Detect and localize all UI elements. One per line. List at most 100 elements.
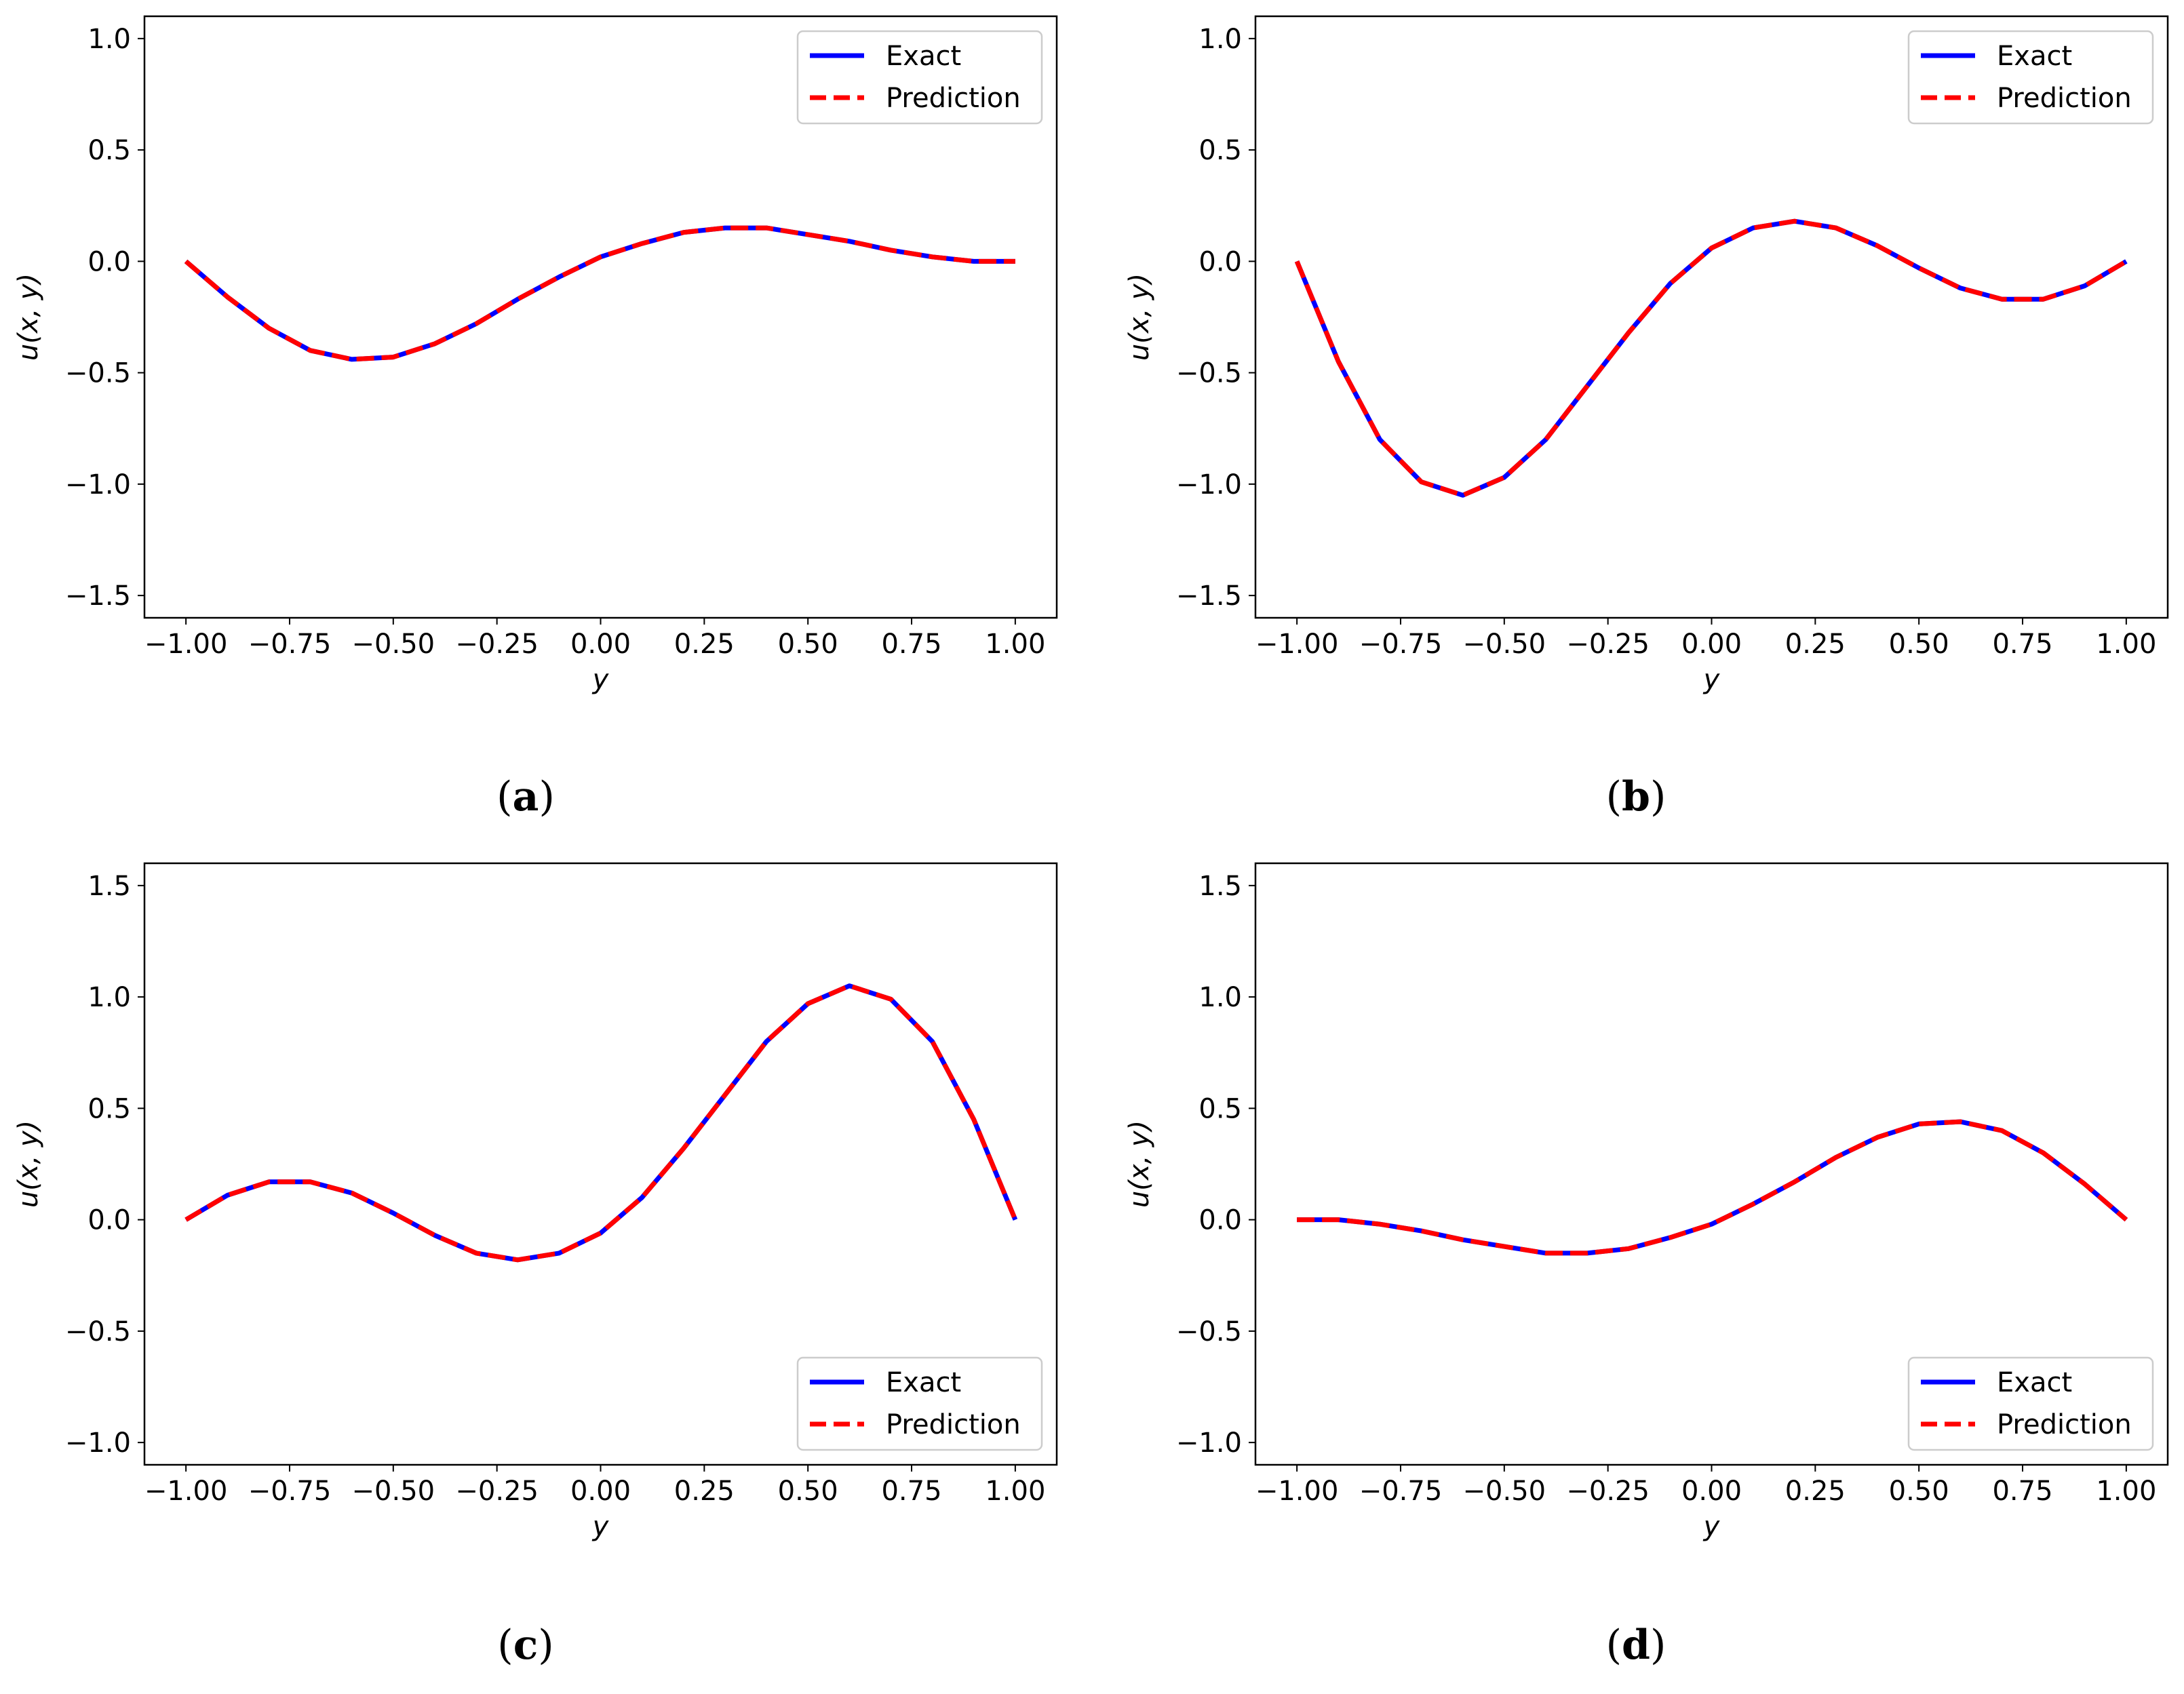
y-tick-label: −1.0 bbox=[1176, 469, 1242, 500]
y-tick-label: 0.5 bbox=[1198, 135, 1242, 166]
x-tick-label: 0.25 bbox=[674, 1476, 735, 1507]
x-tick-label: −1.00 bbox=[144, 629, 228, 660]
x-tick-label: −0.50 bbox=[352, 1476, 435, 1507]
x-tick-label: 0.25 bbox=[674, 629, 735, 660]
x-tick-label: −0.50 bbox=[1463, 629, 1546, 660]
x-tick-label: −1.00 bbox=[144, 1476, 228, 1507]
y-tick-label: 0.0 bbox=[87, 246, 131, 277]
x-tick-label: −0.25 bbox=[455, 1476, 539, 1507]
plot-frame bbox=[1254, 15, 2169, 619]
plot-frame bbox=[143, 862, 1058, 1466]
x-tick-label: 0.50 bbox=[1889, 629, 1949, 660]
chart-panel-b: −1.00 −0.75 −0.50 −0.25 0.00 0.25 0.50 0.75 1.00… bbox=[1124, 15, 2169, 821]
chart-panel-d: −1.00 −0.75 −0.50 −0.25 0.00 0.25 0.50 0.75 1.00… bbox=[1124, 862, 2169, 1669]
legend-label-exact: Exact bbox=[1997, 1367, 2072, 1398]
x-tick-label: −0.25 bbox=[1566, 629, 1650, 660]
x-tick-label: 0.75 bbox=[1992, 1476, 2052, 1507]
legend-label-prediction: Prediction bbox=[1997, 1409, 2132, 1440]
x-tick-label: −0.75 bbox=[248, 629, 332, 660]
x-tick-label: 0.00 bbox=[1681, 1476, 1742, 1507]
x-tick-label: 0.00 bbox=[570, 1476, 631, 1507]
x-tick-label: −0.50 bbox=[352, 629, 435, 660]
y-tick-label: 1.5 bbox=[1198, 871, 1242, 902]
x-tick-label: −0.25 bbox=[1566, 1476, 1650, 1507]
x-tick-label: 1.00 bbox=[2096, 1476, 2156, 1507]
x-tick-label: 0.50 bbox=[778, 629, 838, 660]
x-tick-label: −0.75 bbox=[1359, 629, 1443, 660]
legend: Exact Prediction bbox=[796, 30, 1043, 125]
x-tick-label: 0.75 bbox=[881, 629, 941, 660]
y-tick-label: −1.5 bbox=[1176, 580, 1242, 612]
series-line-prediction bbox=[184, 225, 1015, 362]
series-line-prediction bbox=[1297, 1119, 2128, 1256]
x-tick-label: −1.00 bbox=[1255, 1476, 1339, 1507]
x-tick-label: 0.50 bbox=[1889, 1476, 1949, 1507]
legend-label-prediction: Prediction bbox=[886, 83, 1021, 114]
y-tick-label: −0.5 bbox=[65, 358, 131, 389]
y-tick-label: 0.5 bbox=[1198, 1093, 1242, 1124]
y-tick-label: 1.0 bbox=[87, 982, 131, 1013]
x-tick-label: 0.75 bbox=[1992, 629, 2052, 660]
legend: Exact Prediction bbox=[796, 1356, 1043, 1451]
y-axis-label: u(x, y) bbox=[13, 273, 44, 361]
y-tick-label: 0.0 bbox=[1198, 1205, 1242, 1236]
y-tick-label: −1.0 bbox=[65, 469, 131, 500]
y-tick-label: −0.5 bbox=[65, 1316, 131, 1347]
x-tick-label: 0.00 bbox=[1681, 629, 1742, 660]
y-tick-label: −1.5 bbox=[65, 580, 131, 612]
chart-panel-a: −1.00 −0.75 −0.50 −0.25 0.00 0.25 0.50 0.75 1.00… bbox=[13, 15, 1058, 821]
legend-label-prediction: Prediction bbox=[1997, 83, 2132, 114]
legend-label-exact: Exact bbox=[886, 1367, 961, 1398]
y-tick-label: −1.0 bbox=[65, 1427, 131, 1459]
legend-label-exact: Exact bbox=[1997, 41, 2072, 72]
y-tick-label: 1.0 bbox=[87, 24, 131, 55]
series-line-exact bbox=[184, 225, 1015, 362]
x-tick-label: 1.00 bbox=[2096, 629, 2156, 660]
y-tick-label: 0.5 bbox=[87, 135, 131, 166]
x-tick-label: 0.75 bbox=[881, 1476, 941, 1507]
y-tick-label: −0.5 bbox=[1176, 1316, 1242, 1347]
x-tick-label: −0.50 bbox=[1463, 1476, 1546, 1507]
panel-caption: (c) bbox=[497, 1621, 553, 1669]
y-tick-label: 1.5 bbox=[87, 871, 131, 902]
chart-panel-c: −1.00 −0.75 −0.50 −0.25 0.00 0.25 0.50 0.75 1.00… bbox=[13, 862, 1058, 1669]
y-tick-label: 0.0 bbox=[1198, 246, 1242, 277]
panel-caption: (d) bbox=[1606, 1621, 1666, 1669]
series-line-prediction bbox=[1294, 218, 2128, 498]
x-tick-label: 1.00 bbox=[985, 1476, 1045, 1507]
x-tick-label: 1.00 bbox=[985, 629, 1045, 660]
x-axis-label: y bbox=[1703, 1511, 1721, 1542]
plot-frame bbox=[143, 15, 1058, 619]
series-line-exact bbox=[1297, 1119, 2128, 1256]
legend-label-prediction: Prediction bbox=[886, 1409, 1021, 1440]
x-tick-label: 0.50 bbox=[778, 1476, 838, 1507]
series-line-prediction bbox=[184, 983, 1018, 1263]
legend: Exact Prediction bbox=[1907, 30, 2154, 125]
x-tick-label: −0.75 bbox=[1359, 1476, 1443, 1507]
legend-label-exact: Exact bbox=[886, 41, 961, 72]
y-tick-label: 1.0 bbox=[1198, 982, 1242, 1013]
x-tick-label: −0.75 bbox=[248, 1476, 332, 1507]
x-tick-label: 0.00 bbox=[570, 629, 631, 660]
y-tick-label: −1.0 bbox=[1176, 1427, 1242, 1459]
x-tick-label: 0.25 bbox=[1785, 629, 1846, 660]
y-tick-label: 0.0 bbox=[87, 1205, 131, 1236]
x-axis-label: y bbox=[592, 1511, 610, 1542]
x-tick-label: 0.25 bbox=[1785, 1476, 1846, 1507]
x-tick-label: −0.25 bbox=[455, 629, 539, 660]
x-axis-label: y bbox=[1703, 664, 1721, 695]
panel-caption: (b) bbox=[1606, 773, 1666, 821]
y-tick-label: −0.5 bbox=[1176, 358, 1242, 389]
y-tick-label: 1.0 bbox=[1198, 24, 1242, 55]
y-tick-label: 0.5 bbox=[87, 1093, 131, 1124]
series-line-exact bbox=[1294, 218, 2128, 498]
y-axis-label: u(x, y) bbox=[13, 1120, 44, 1208]
panel-caption: (a) bbox=[496, 773, 555, 821]
legend: Exact Prediction bbox=[1907, 1356, 2154, 1451]
x-tick-label: −1.00 bbox=[1255, 629, 1339, 660]
y-axis-label: u(x, y) bbox=[1124, 1120, 1155, 1208]
y-axis-label: u(x, y) bbox=[1124, 273, 1155, 361]
x-axis-label: y bbox=[592, 664, 610, 695]
plot-frame bbox=[1254, 862, 2169, 1466]
